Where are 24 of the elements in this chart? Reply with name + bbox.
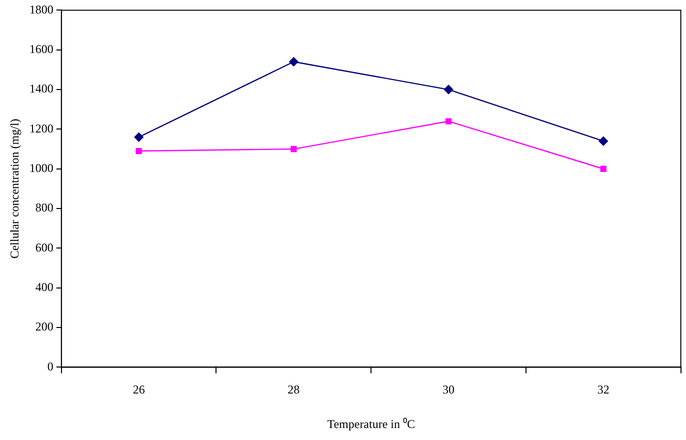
x-tick-label: 28 (288, 382, 300, 397)
x-axis-title: Temperature in ⁰C (327, 416, 415, 431)
y-tick-label: 1200 (29, 121, 54, 136)
point (134, 132, 144, 142)
point (290, 146, 297, 152)
y-tick-label: 200 (35, 320, 54, 334)
point (444, 84, 454, 94)
y-tick-label: 400 (35, 280, 54, 294)
point (600, 166, 606, 172)
point (136, 148, 142, 154)
point (289, 57, 298, 66)
y-axis-title: Cellular concentration (mg/l) (7, 118, 22, 259)
y-tick-label: 1600 (29, 42, 54, 56)
y-tick-label: 1800 (29, 2, 54, 16)
y-tick-label: 800 (35, 200, 54, 215)
x-tick-label: 32 (597, 382, 610, 397)
point (598, 136, 608, 146)
y-tick-label: 600 (35, 240, 54, 254)
y-tick-label: 0 (47, 359, 54, 374)
x-tick-label: 26 (132, 382, 145, 397)
y-tick-label: 1400 (29, 82, 54, 96)
point (445, 118, 452, 124)
y-tick-label: 1000 (29, 161, 54, 176)
x-tick-label: 30 (442, 382, 455, 397)
